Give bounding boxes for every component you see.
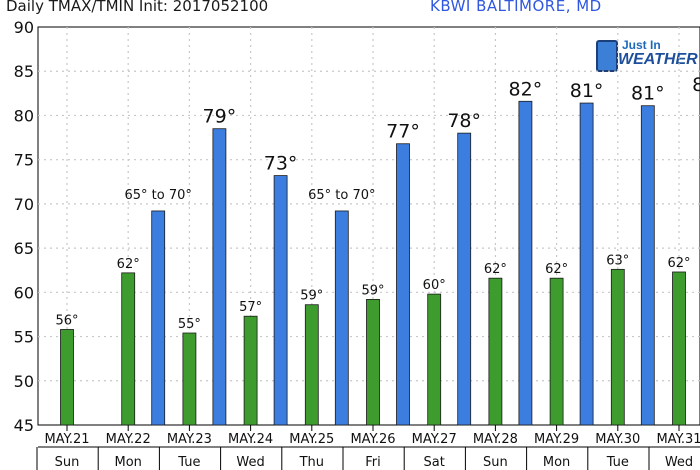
tmax-bar xyxy=(212,128,227,426)
tmax-data-label: 73° xyxy=(264,153,298,175)
tmax-data-label: 81° xyxy=(631,83,665,105)
just-in-weather-logo: Just In WEATHER xyxy=(596,38,698,72)
y-tick-label: 55 xyxy=(14,328,34,347)
tmax-data-label: 65° to 70° xyxy=(308,188,375,203)
x-weekday-label: Thu xyxy=(299,455,324,470)
tmax-bar xyxy=(518,100,533,426)
tmax-data-label: 79° xyxy=(203,106,237,128)
tmin-bar xyxy=(60,329,74,426)
x-date-label: MAY.24 xyxy=(228,432,273,447)
tmax-data-label: 77° xyxy=(386,121,420,143)
tmax-bar xyxy=(151,210,166,426)
x-date-label: MAY.23 xyxy=(167,432,212,447)
tmin-data-label: 59° xyxy=(361,283,384,298)
y-tick-label: 80 xyxy=(14,106,34,125)
tmax-data-label: 65° to 70° xyxy=(124,188,191,203)
x-weekday-label: Sun xyxy=(55,455,80,470)
tmin-data-label: 59° xyxy=(300,289,323,304)
x-date-label: MAY.27 xyxy=(412,432,457,447)
x-weekday-label: Tue xyxy=(177,455,200,470)
tmin-data-label: 63° xyxy=(606,253,629,268)
x-weekday-label: Sat xyxy=(424,455,445,470)
y-tick-label: 70 xyxy=(14,195,34,214)
logo-line2: WEATHER xyxy=(618,51,698,68)
tmin-data-label: 62° xyxy=(667,256,690,271)
x-weekday-label: Mon xyxy=(114,455,141,470)
logo-line1: Just In xyxy=(622,38,661,52)
x-weekday-label: Wed xyxy=(236,455,264,470)
phone-icon xyxy=(596,40,618,72)
tmax-bar xyxy=(579,102,594,426)
x-weekday-label: Tue xyxy=(606,455,629,470)
tmin-data-label: 62° xyxy=(117,257,140,272)
tmax-bar xyxy=(396,143,410,426)
x-date-label: MAY.30 xyxy=(595,432,640,447)
tmin-bar xyxy=(610,268,625,426)
y-tick-label: 85 xyxy=(14,62,34,81)
tmin-bar xyxy=(121,272,136,426)
y-tick-label: 75 xyxy=(14,151,34,170)
tmin-bar xyxy=(427,293,442,426)
tmin-bar xyxy=(488,277,503,426)
y-tick-label: 50 xyxy=(14,372,34,391)
x-date-label: MAY.26 xyxy=(350,432,395,447)
x-date-label: MAY.22 xyxy=(106,432,151,447)
y-tick-label: 65 xyxy=(14,239,34,258)
x-weekday-label: Mon xyxy=(543,455,570,470)
tmin-bar xyxy=(182,332,197,426)
station-label: KBWI BALTIMORE, MD xyxy=(430,0,602,15)
y-tick-label: 60 xyxy=(14,283,34,302)
x-date-label: MAY.25 xyxy=(289,432,334,447)
tmin-data-label: 57° xyxy=(239,300,262,315)
x-weekday-label: Wed xyxy=(665,455,693,470)
x-date-label: MAY.21 xyxy=(44,432,89,447)
y-tick-label: 90 xyxy=(14,18,34,37)
tmax-data-label: 78° xyxy=(447,110,481,132)
tmin-bar xyxy=(243,315,258,426)
tmin-data-label: 62° xyxy=(484,262,507,277)
x-date-label: MAY.28 xyxy=(473,432,518,447)
tmin-data-label: 55° xyxy=(178,317,201,332)
x-date-label: MAY.29 xyxy=(534,432,579,447)
tmin-bar xyxy=(366,299,380,426)
x-date-label: MAY.31 xyxy=(656,432,700,447)
tmax-bar xyxy=(273,175,288,426)
tmax-bar xyxy=(457,132,472,426)
chart-title: Daily TMAX/TMIN Init: 2017052100 xyxy=(6,0,269,15)
tmax-data-label: 81° xyxy=(570,80,604,102)
tmin-bar xyxy=(672,271,686,426)
tmin-data-label: 60° xyxy=(423,278,446,293)
x-weekday-label: Sun xyxy=(483,455,508,470)
tmax-data-label: 82° xyxy=(692,74,700,96)
tmin-bar xyxy=(549,277,564,426)
y-tick-label: 45 xyxy=(14,416,34,435)
tmin-data-label: 62° xyxy=(545,262,568,277)
tmax-bar xyxy=(640,105,655,426)
x-weekday-label: Fri xyxy=(365,455,381,470)
tmin-bar xyxy=(304,304,319,426)
tmax-data-label: 82° xyxy=(509,78,543,100)
tmin-data-label: 56° xyxy=(55,313,78,328)
tmax-bar xyxy=(334,210,349,426)
